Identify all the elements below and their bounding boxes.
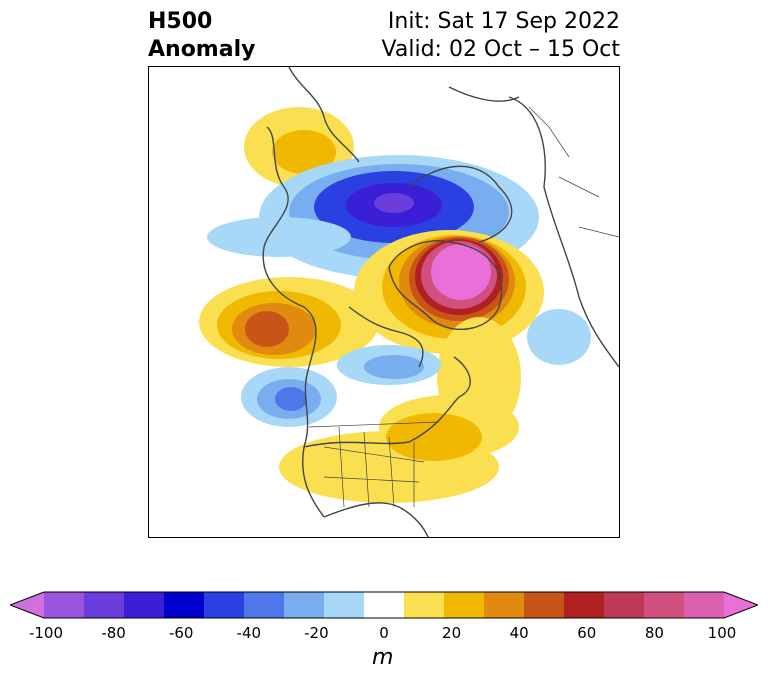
colorbar-segment (284, 592, 325, 618)
colorbar-segment (524, 592, 565, 618)
coastlines (262, 67, 619, 537)
colorbar-segment (564, 592, 605, 618)
colorbar-tick-label: -20 (304, 624, 329, 642)
anomaly-shading (199, 107, 591, 503)
colorbar-tick-label: 80 (644, 624, 664, 642)
colorbar-segment (44, 592, 85, 618)
colorbar-tick-label: -40 (236, 624, 262, 642)
colorbar-unit: m (372, 645, 394, 670)
colorbar-min-extend (10, 592, 44, 618)
state-borders (308, 106, 619, 508)
variable-label: H500 (148, 9, 213, 34)
valid-label: Valid: 02 Oct – 15 Oct (381, 37, 620, 62)
colorbar-segment (444, 592, 485, 618)
colorbar-outline (10, 591, 758, 619)
colorbar-tick-label: 100 (707, 624, 737, 642)
date-info: Init: Sat 17 Sep 2022 Valid: 02 Oct – 15… (382, 8, 620, 64)
colorbar (10, 591, 758, 619)
init-label: Init: Sat 17 Sep 2022 (387, 9, 620, 34)
colorbar-segment (364, 592, 405, 618)
colorbar-tick-label: -80 (101, 624, 126, 642)
colorbar-tick-label: -60 (168, 624, 194, 642)
colorbar-segment (124, 592, 165, 618)
colorbar-tick-label: 40 (509, 624, 529, 642)
subtitle-label: Anomaly (148, 37, 256, 62)
colorbar-segment (484, 592, 525, 618)
colorbar-segment (84, 592, 125, 618)
colorbar-tick-label: -100 (28, 624, 64, 642)
colorbar-segment (644, 592, 685, 618)
anomaly-map (148, 66, 620, 538)
colorbar-segments (44, 592, 725, 618)
colorbar-max-extend (724, 592, 758, 618)
colorbar-segment (244, 592, 285, 618)
colorbar-tick-label: 20 (442, 624, 462, 642)
colorbar-segment (204, 592, 245, 618)
chart-title: H500 Anomaly (148, 8, 255, 64)
colorbar-segment (324, 592, 365, 618)
colorbar-segment (404, 592, 445, 618)
colorbar-segment (684, 592, 725, 618)
map-svg (199, 67, 619, 537)
colorbar-tick-label: 0 (379, 624, 389, 642)
colorbar-segment (164, 592, 205, 618)
colorbar-segment (604, 592, 645, 618)
colorbar-tick-label: 60 (577, 624, 597, 642)
